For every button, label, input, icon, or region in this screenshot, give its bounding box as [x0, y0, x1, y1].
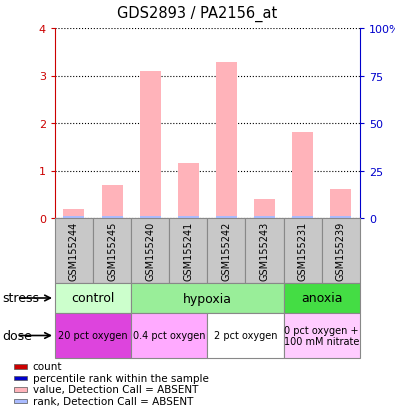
Bar: [131, 283, 284, 313]
Bar: [246, 218, 284, 283]
Bar: [207, 218, 246, 283]
Bar: [216, 216, 237, 218]
Bar: [102, 216, 122, 218]
Text: percentile rank within the sample: percentile rank within the sample: [32, 373, 209, 383]
Text: count: count: [32, 361, 62, 372]
Text: 0.4 pct oxygen: 0.4 pct oxygen: [133, 331, 205, 341]
Bar: [13, 387, 27, 392]
Bar: [254, 216, 275, 218]
Text: hypoxia: hypoxia: [183, 292, 232, 305]
Text: 2 pct oxygen: 2 pct oxygen: [214, 331, 277, 341]
Bar: [284, 283, 360, 313]
Bar: [284, 313, 360, 358]
Text: GSM155239: GSM155239: [336, 221, 346, 280]
Bar: [178, 164, 199, 218]
Bar: [140, 216, 161, 218]
Text: GSM155231: GSM155231: [298, 221, 308, 280]
Bar: [140, 71, 161, 218]
Bar: [207, 313, 284, 358]
Text: GSM155241: GSM155241: [183, 221, 193, 280]
Bar: [13, 364, 27, 369]
Bar: [93, 218, 131, 283]
Bar: [64, 209, 85, 218]
Bar: [13, 376, 27, 380]
Bar: [169, 218, 207, 283]
Bar: [216, 63, 237, 218]
Text: GSM155244: GSM155244: [69, 221, 79, 280]
Bar: [254, 199, 275, 218]
Bar: [55, 283, 131, 313]
Text: value, Detection Call = ABSENT: value, Detection Call = ABSENT: [32, 385, 198, 394]
Bar: [284, 218, 322, 283]
Text: GSM155245: GSM155245: [107, 221, 117, 280]
Bar: [292, 132, 313, 218]
Bar: [178, 216, 199, 218]
Bar: [102, 185, 122, 218]
Bar: [55, 218, 93, 283]
Text: stress: stress: [2, 292, 39, 305]
Text: GDS2893 / PA2156_at: GDS2893 / PA2156_at: [117, 6, 278, 22]
Text: rank, Detection Call = ABSENT: rank, Detection Call = ABSENT: [32, 396, 193, 406]
Text: GSM155243: GSM155243: [260, 221, 269, 280]
Bar: [292, 216, 313, 218]
Bar: [13, 399, 27, 403]
Text: 0 pct oxygen +
100 mM nitrate: 0 pct oxygen + 100 mM nitrate: [284, 325, 359, 347]
Text: control: control: [71, 292, 115, 305]
Text: anoxia: anoxia: [301, 292, 342, 305]
Bar: [55, 313, 131, 358]
Bar: [131, 218, 169, 283]
Text: GSM155242: GSM155242: [222, 221, 231, 280]
Text: dose: dose: [2, 329, 32, 342]
Bar: [330, 189, 351, 218]
Text: 20 pct oxygen: 20 pct oxygen: [58, 331, 128, 341]
Bar: [131, 313, 207, 358]
Bar: [64, 216, 85, 218]
Bar: [322, 218, 360, 283]
Text: GSM155240: GSM155240: [145, 221, 155, 280]
Bar: [330, 216, 351, 218]
